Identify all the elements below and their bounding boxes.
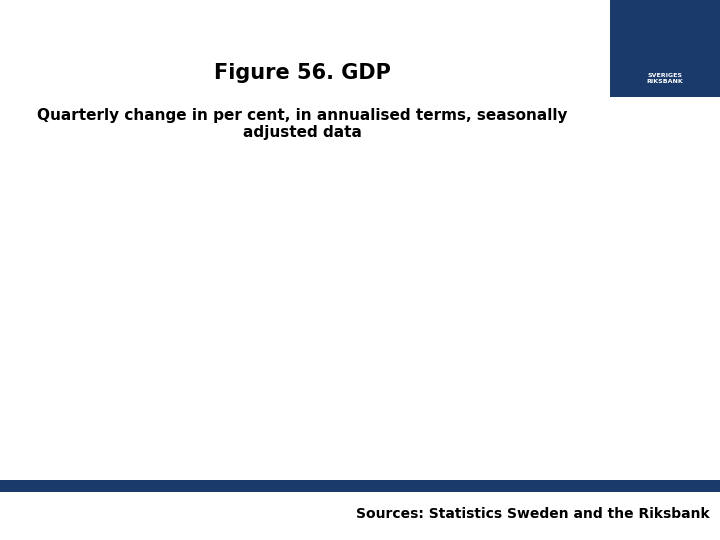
Text: Sources: Statistics Sweden and the Riksbank: Sources: Statistics Sweden and the Riksb… (356, 507, 709, 521)
Bar (0, 480, 720, 492)
Text: Figure 56. GDP: Figure 56. GDP (214, 63, 391, 83)
Text: Quarterly change in per cent, in annualised terms, seasonally
adjusted data: Quarterly change in per cent, in annuali… (37, 108, 567, 140)
Bar (610, 0, 720, 97)
Text: SVERIGES
RIKSBANK: SVERIGES RIKSBANK (647, 73, 683, 84)
